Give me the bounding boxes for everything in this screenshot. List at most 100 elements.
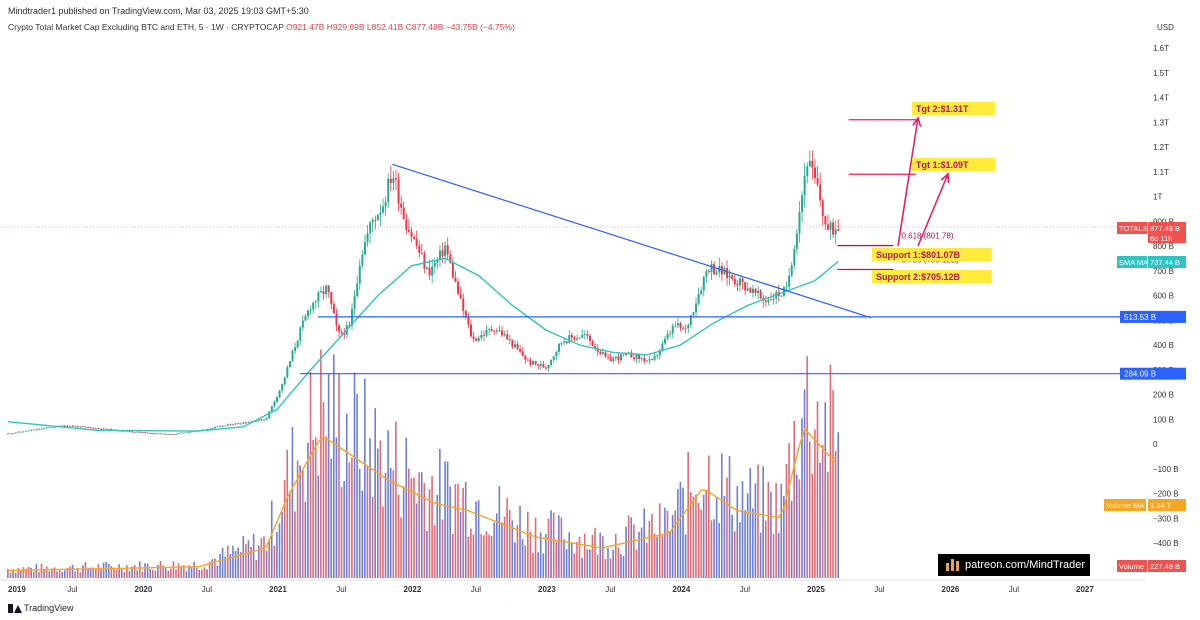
volume-bar <box>449 486 451 578</box>
candle-body <box>276 397 278 402</box>
volume-bar <box>744 510 746 578</box>
volume-bar <box>40 563 43 578</box>
symbol-title: Crypto Total Market Cap Excluding BTC an… <box>8 22 284 32</box>
volume-bar <box>614 533 617 578</box>
candle-body <box>19 431 22 433</box>
volume-bar <box>151 569 154 578</box>
volume-bar <box>250 546 252 578</box>
volume-bar <box>330 458 333 578</box>
volume-bar <box>74 571 76 578</box>
volume-bar <box>454 484 457 578</box>
patreon-banner[interactable]: patreon.com/MindTrader <box>938 554 1090 576</box>
candle-body <box>513 344 516 348</box>
target2-label: Tgt 2:$1.31T <box>916 104 969 114</box>
volume-bar <box>392 470 395 578</box>
candle-body <box>188 432 191 433</box>
volume-bar <box>128 571 131 578</box>
volume-bar <box>764 520 767 578</box>
volume-bar <box>814 429 816 578</box>
volume-bar <box>687 452 689 578</box>
volume-bar <box>278 523 281 578</box>
candle-body <box>731 275 734 280</box>
candle-body <box>806 166 809 176</box>
candle-body <box>635 354 638 360</box>
volume-bar <box>462 487 464 578</box>
volume-bar <box>444 461 446 578</box>
candle-body <box>94 428 97 430</box>
candle-body <box>555 351 558 357</box>
volume-bar <box>423 483 426 578</box>
x-tick-label: Jul <box>336 585 346 594</box>
y-tick-label: 1.1T <box>1153 168 1169 177</box>
candle-body <box>511 339 514 348</box>
candle-body <box>244 422 247 424</box>
volume-bar <box>790 500 793 578</box>
candle-body <box>651 358 654 360</box>
volume-bar <box>726 477 728 578</box>
volume-bar <box>485 531 488 578</box>
total3-countdown: 6d 11h <box>1150 234 1172 243</box>
candle-body <box>45 427 48 429</box>
candle-body <box>607 356 610 358</box>
volume-bar <box>382 506 384 578</box>
candle-body <box>397 179 400 204</box>
target2-label-box <box>912 102 996 115</box>
candle-body <box>586 334 589 336</box>
volume-bar <box>816 401 819 578</box>
candle-body <box>819 184 822 201</box>
y-axis-currency: USD <box>1157 23 1174 32</box>
volume-bar <box>594 527 596 578</box>
volume-bar <box>361 490 364 578</box>
candle-body <box>317 292 320 302</box>
candle-body <box>645 360 648 362</box>
candle-body <box>172 434 175 436</box>
candle-body <box>394 178 397 180</box>
x-tick-label: 2023 <box>538 585 556 594</box>
volume-bar <box>648 520 651 578</box>
volume-bar <box>226 545 229 578</box>
volume-bar <box>307 442 309 578</box>
volume-bar <box>568 532 570 578</box>
candle-body <box>811 160 814 168</box>
volume-bar <box>79 572 82 578</box>
volume-bar <box>374 408 376 578</box>
volume-bar <box>149 568 151 578</box>
volume-bar <box>214 558 216 578</box>
candle-body <box>679 323 682 328</box>
volume-bar <box>294 511 296 578</box>
candle-body <box>715 272 718 275</box>
x-tick-label: 2024 <box>673 585 691 594</box>
volume-bar <box>565 549 568 578</box>
candle-body <box>265 418 268 420</box>
candle-body <box>488 329 491 331</box>
volume-bar <box>749 467 752 578</box>
volume-bar <box>545 534 547 578</box>
volume-bar <box>327 374 330 578</box>
volume-bar <box>221 547 224 578</box>
volume-bar <box>622 555 625 578</box>
candle-body <box>493 330 496 332</box>
volume-bar <box>576 541 578 578</box>
ohlc-values: O921.47B H929.69B L852.41B C877.48B −43.… <box>286 22 515 32</box>
candle-body <box>736 283 739 286</box>
volume-bar <box>229 553 232 578</box>
volume-bar <box>185 571 188 578</box>
volume-bar <box>405 437 408 578</box>
candle-body <box>255 420 258 422</box>
volume-bar <box>609 558 612 578</box>
volume-bar <box>433 525 436 578</box>
candle-body <box>200 429 203 431</box>
candle-body <box>816 178 819 185</box>
candle-body <box>63 425 66 427</box>
volume-bar <box>428 489 431 578</box>
volume-ma-value-box <box>1148 499 1186 511</box>
volume-bar <box>503 516 506 578</box>
candle-body <box>423 253 426 269</box>
volume-bar <box>7 569 9 578</box>
candle-body <box>674 325 677 327</box>
volume-bar <box>17 567 20 578</box>
volume-bar <box>345 413 348 578</box>
volume-bar <box>470 528 472 578</box>
volume-bar <box>38 571 40 578</box>
